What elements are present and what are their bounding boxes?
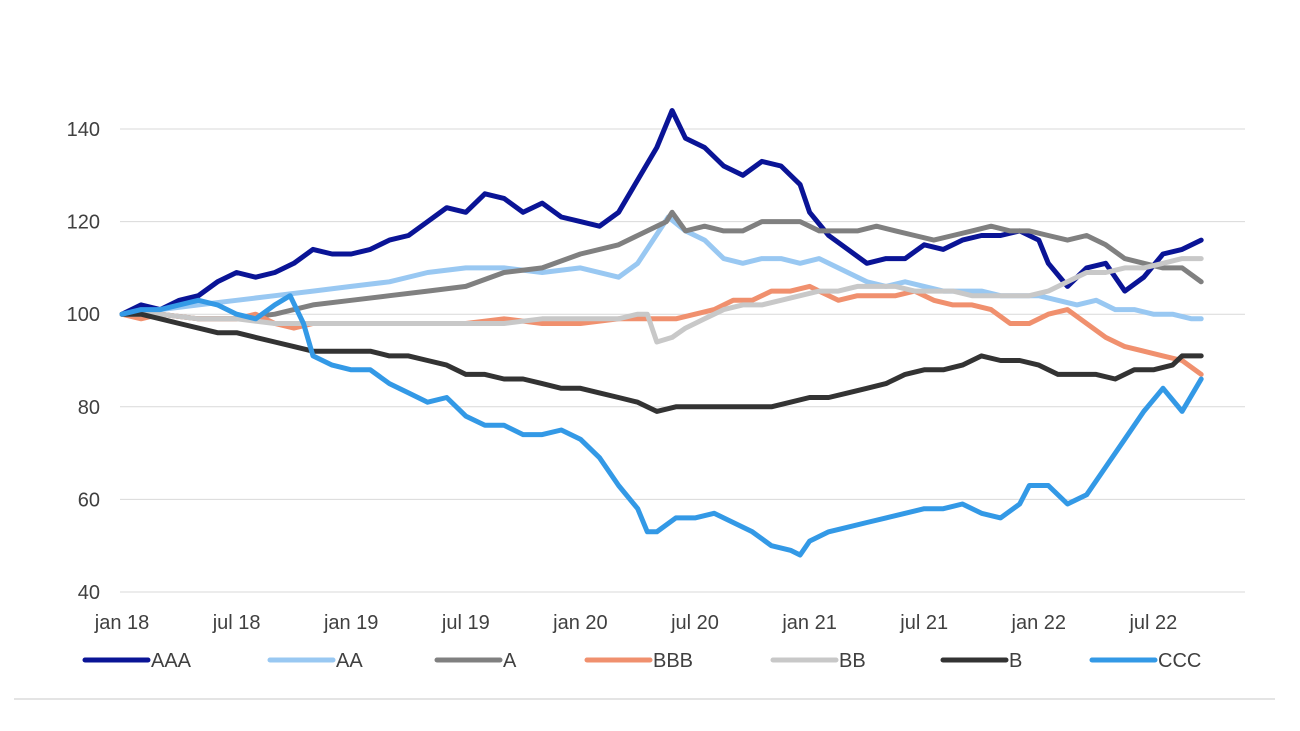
x-tick-label: jan 18 [94, 612, 150, 634]
x-tick-label: jan 22 [1011, 612, 1067, 634]
x-tick-label: jul 20 [670, 612, 719, 634]
series-line-aa [119, 214, 1204, 322]
x-tick-label: jan 19 [323, 612, 379, 634]
series-line-aaa [119, 108, 1204, 317]
legend-label-bb: BB [839, 650, 866, 672]
series-line-bb [119, 256, 1204, 345]
y-tick-label: 140 [67, 119, 100, 141]
x-axis-tick-labels: jan 18 jul 18 jan 19 jul 19 jan 20 jul 20 jan … [94, 612, 1178, 634]
y-tick-label: 60 [78, 489, 100, 511]
legend-label-aa: AA [336, 650, 363, 672]
series-line-b [119, 311, 1204, 414]
legend-label-bbb: BBB [653, 650, 693, 672]
x-tick-label: jul 18 [212, 612, 261, 634]
y-tick-label: 40 [78, 582, 100, 604]
x-tick-label: jul 22 [1128, 612, 1177, 634]
legend-label-aaa: AAA [151, 650, 192, 672]
gridlines [120, 128, 1245, 593]
x-tick-label: jul 21 [899, 612, 948, 634]
series-line-ccc [119, 293, 1204, 558]
x-tick-label: jan 20 [552, 612, 608, 634]
y-tick-label: 120 [67, 212, 100, 234]
series-lines [119, 108, 1204, 558]
y-tick-label: 100 [67, 304, 100, 326]
legend: AAA AA A BBB BB B CCC [82, 650, 1201, 672]
legend-label-b: B [1009, 650, 1022, 672]
series-line-a [119, 209, 1204, 322]
y-tick-label: 80 [78, 397, 100, 419]
x-tick-label: jan 21 [781, 612, 837, 634]
y-axis-tick-labels: 40 60 80 100 120 140 [67, 119, 100, 604]
x-tick-label: jul 19 [441, 612, 490, 634]
legend-label-ccc: CCC [1158, 650, 1201, 672]
legend-label-a: A [503, 650, 517, 672]
